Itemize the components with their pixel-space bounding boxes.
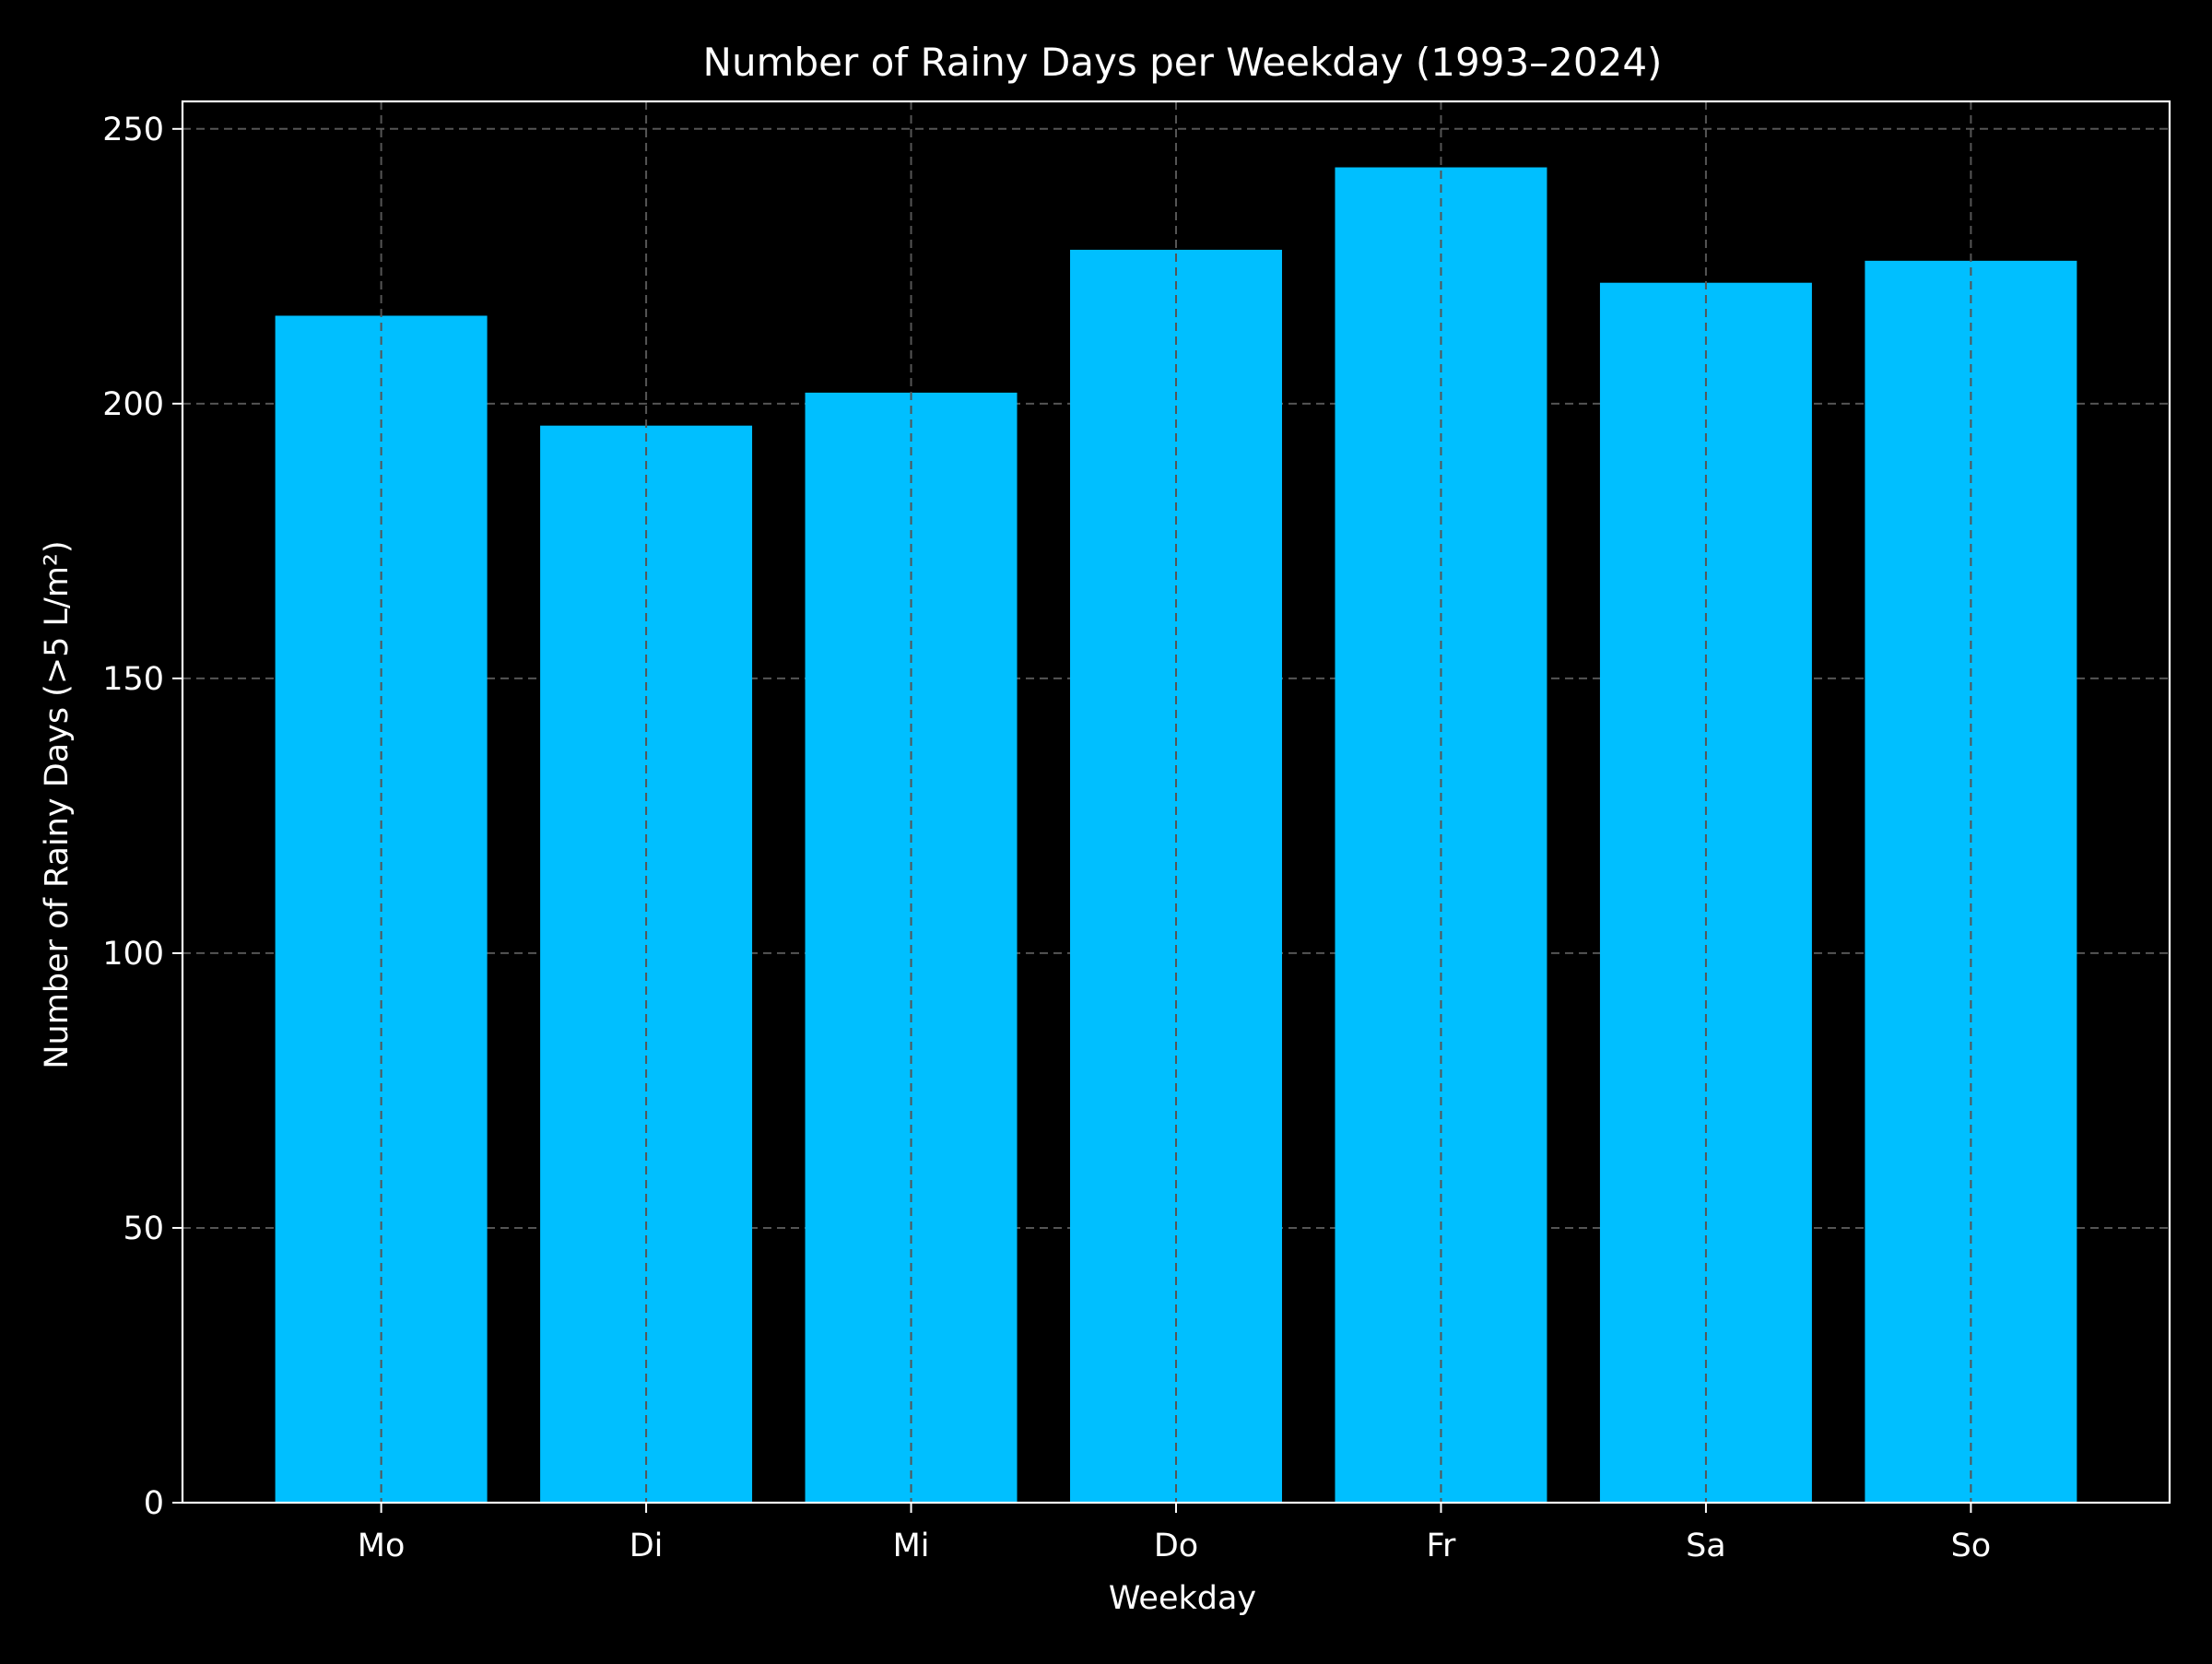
- y-tick-label: 100: [102, 936, 164, 973]
- x-tick-label: Di: [629, 1528, 664, 1564]
- y-axis-ticks: 0 50 100 150 200 250: [102, 112, 182, 1522]
- y-tick-label: 150: [102, 661, 164, 698]
- x-tick-label: Mo: [358, 1528, 406, 1564]
- x-tick-label: Fr: [1426, 1528, 1456, 1564]
- x-tick-label: Do: [1154, 1528, 1198, 1564]
- y-tick-label: 200: [102, 386, 164, 423]
- x-tick-label: So: [1951, 1528, 1992, 1564]
- y-tick-label: 0: [144, 1485, 164, 1522]
- y-tick-label: 50: [123, 1210, 164, 1247]
- y-tick-label: 250: [102, 112, 164, 148]
- x-axis-ticks: Mo Di Mi Do Fr Sa So: [358, 1503, 1991, 1564]
- chart-title: Number of Rainy Days per Weekday (1993–2…: [703, 40, 1663, 85]
- x-tick-label: Mi: [893, 1528, 930, 1564]
- vertical-grid-lines: [380, 101, 1972, 1503]
- y-axis-label: Number of Rainy Days (>5 L/m²): [39, 540, 76, 1068]
- x-tick-label: Sa: [1686, 1528, 1726, 1564]
- x-axis-label: Weekday: [1109, 1580, 1256, 1617]
